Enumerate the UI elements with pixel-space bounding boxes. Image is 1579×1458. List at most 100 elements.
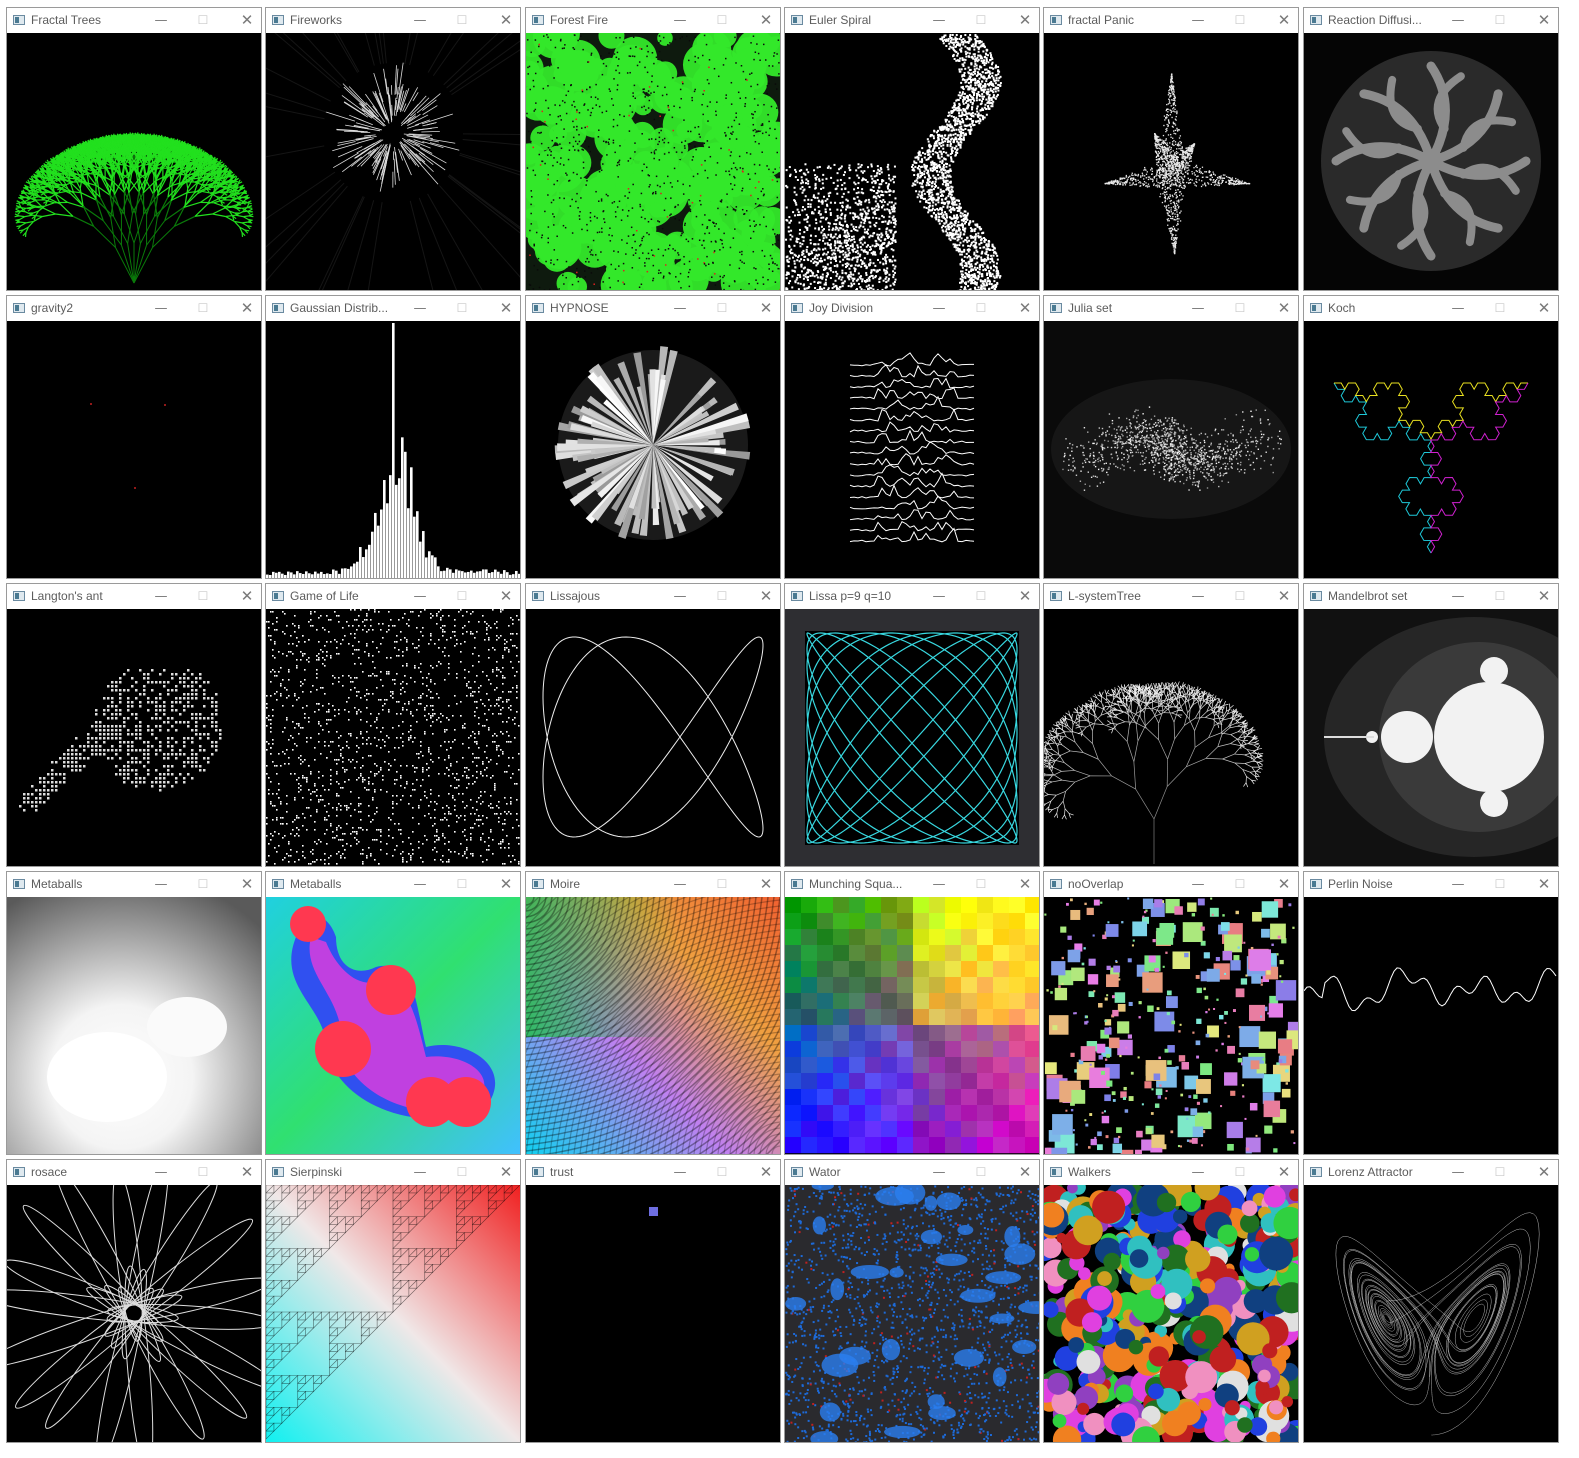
window-titlebar[interactable]: rosace — ☐ ✕ — [7, 1160, 261, 1185]
minimize-icon[interactable]: — — [413, 13, 427, 28]
app-window[interactable]: Julia set — ☐ ✕ — [1043, 295, 1299, 579]
minimize-icon[interactable]: — — [1191, 589, 1205, 604]
window-titlebar[interactable]: Metaballs — ☐ ✕ — [7, 872, 261, 897]
maximize-icon[interactable]: ☐ — [197, 877, 209, 891]
close-icon[interactable]: ✕ — [759, 11, 773, 29]
window-titlebar[interactable]: gravity2 — ☐ ✕ — [7, 296, 261, 321]
app-window-icon[interactable] — [1310, 1167, 1322, 1177]
maximize-icon[interactable]: ☐ — [456, 301, 468, 315]
window-titlebar[interactable]: Euler Spiral — ☐ ✕ — [785, 8, 1039, 33]
app-window[interactable]: Walkers — ☐ ✕ — [1043, 1159, 1299, 1443]
app-window-icon[interactable] — [1310, 303, 1322, 313]
app-window-icon[interactable] — [272, 15, 284, 25]
close-icon[interactable]: ✕ — [1018, 299, 1032, 317]
maximize-icon[interactable]: ☐ — [975, 301, 987, 315]
app-window-icon[interactable] — [272, 303, 284, 313]
close-icon[interactable]: ✕ — [240, 299, 254, 317]
close-icon[interactable]: ✕ — [499, 299, 513, 317]
app-window[interactable]: gravity2 — ☐ ✕ — [6, 295, 262, 579]
app-window-icon[interactable] — [532, 591, 544, 601]
minimize-icon[interactable]: — — [932, 1165, 946, 1180]
window-titlebar[interactable]: Lissajous — ☐ ✕ — [526, 584, 780, 609]
maximize-icon[interactable]: ☐ — [1494, 877, 1506, 891]
app-window-icon[interactable] — [1050, 879, 1062, 889]
window-titlebar[interactable]: Moire — ☐ ✕ — [526, 872, 780, 897]
window-titlebar[interactable]: Walkers — ☐ ✕ — [1044, 1160, 1298, 1185]
window-titlebar[interactable]: Langton's ant — ☐ ✕ — [7, 584, 261, 609]
window-titlebar[interactable]: Sierpinski — ☐ ✕ — [266, 1160, 520, 1185]
maximize-icon[interactable]: ☐ — [456, 1165, 468, 1179]
app-window-icon[interactable] — [1050, 15, 1062, 25]
close-icon[interactable]: ✕ — [240, 11, 254, 29]
close-icon[interactable]: ✕ — [1018, 587, 1032, 605]
app-window[interactable]: Euler Spiral — ☐ ✕ — [784, 7, 1040, 291]
app-window[interactable]: noOverlap — ☐ ✕ — [1043, 871, 1299, 1155]
window-titlebar[interactable]: Wator — ☐ ✕ — [785, 1160, 1039, 1185]
app-window-icon[interactable] — [272, 879, 284, 889]
app-window[interactable]: Gaussian Distrib... — ☐ ✕ — [265, 295, 521, 579]
app-window-icon[interactable] — [13, 15, 25, 25]
app-window-icon[interactable] — [1050, 591, 1062, 601]
maximize-icon[interactable]: ☐ — [716, 13, 728, 27]
window-titlebar[interactable]: Gaussian Distrib... — ☐ ✕ — [266, 296, 520, 321]
window-titlebar[interactable]: Koch — ☐ ✕ — [1304, 296, 1558, 321]
close-icon[interactable]: ✕ — [1018, 1163, 1032, 1181]
maximize-icon[interactable]: ☐ — [197, 301, 209, 315]
maximize-icon[interactable]: ☐ — [197, 589, 209, 603]
app-window[interactable]: Langton's ant — ☐ ✕ — [6, 583, 262, 867]
app-window[interactable]: Wator — ☐ ✕ — [784, 1159, 1040, 1443]
app-window-icon[interactable] — [1050, 303, 1062, 313]
app-window-icon[interactable] — [532, 15, 544, 25]
maximize-icon[interactable]: ☐ — [716, 1165, 728, 1179]
maximize-icon[interactable]: ☐ — [197, 1165, 209, 1179]
close-icon[interactable]: ✕ — [1537, 299, 1551, 317]
app-window[interactable]: Lorenz Attractor — ☐ ✕ — [1303, 1159, 1559, 1443]
maximize-icon[interactable]: ☐ — [1234, 877, 1246, 891]
window-titlebar[interactable]: Joy Division — ☐ ✕ — [785, 296, 1039, 321]
app-window[interactable]: Reaction Diffusi... — ☐ ✕ — [1303, 7, 1559, 291]
window-titlebar[interactable]: Forest Fire — ☐ ✕ — [526, 8, 780, 33]
maximize-icon[interactable]: ☐ — [716, 589, 728, 603]
minimize-icon[interactable]: — — [413, 1165, 427, 1180]
maximize-icon[interactable]: ☐ — [456, 589, 468, 603]
app-window-icon[interactable] — [791, 591, 803, 601]
window-titlebar[interactable]: trust — ☐ ✕ — [526, 1160, 780, 1185]
close-icon[interactable]: ✕ — [1277, 875, 1291, 893]
maximize-icon[interactable]: ☐ — [716, 877, 728, 891]
minimize-icon[interactable]: — — [673, 877, 687, 892]
maximize-icon[interactable]: ☐ — [975, 1165, 987, 1179]
minimize-icon[interactable]: — — [413, 589, 427, 604]
app-window[interactable]: Metaballs — ☐ ✕ — [265, 871, 521, 1155]
close-icon[interactable]: ✕ — [759, 875, 773, 893]
app-window-icon[interactable] — [13, 303, 25, 313]
minimize-icon[interactable]: — — [154, 1165, 168, 1180]
app-window-icon[interactable] — [1310, 15, 1322, 25]
close-icon[interactable]: ✕ — [759, 299, 773, 317]
minimize-icon[interactable]: — — [154, 301, 168, 316]
app-window-icon[interactable] — [272, 591, 284, 601]
minimize-icon[interactable]: — — [1451, 13, 1465, 28]
maximize-icon[interactable]: ☐ — [716, 301, 728, 315]
app-window[interactable]: Munching Squa... — ☐ ✕ — [784, 871, 1040, 1155]
app-window-icon[interactable] — [791, 1167, 803, 1177]
app-window[interactable]: Joy Division — ☐ ✕ — [784, 295, 1040, 579]
window-titlebar[interactable]: Fractal Trees — ☐ ✕ — [7, 8, 261, 33]
maximize-icon[interactable]: ☐ — [1234, 1165, 1246, 1179]
window-titlebar[interactable]: HYPNOSE — ☐ ✕ — [526, 296, 780, 321]
close-icon[interactable]: ✕ — [499, 1163, 513, 1181]
app-window[interactable]: Koch — ☐ ✕ — [1303, 295, 1559, 579]
minimize-icon[interactable]: — — [1451, 1165, 1465, 1180]
close-icon[interactable]: ✕ — [1537, 875, 1551, 893]
close-icon[interactable]: ✕ — [1018, 11, 1032, 29]
app-window[interactable]: trust — ☐ ✕ — [525, 1159, 781, 1443]
close-icon[interactable]: ✕ — [1537, 11, 1551, 29]
close-icon[interactable]: ✕ — [499, 11, 513, 29]
maximize-icon[interactable]: ☐ — [1234, 589, 1246, 603]
minimize-icon[interactable]: — — [1191, 301, 1205, 316]
window-titlebar[interactable]: Perlin Noise — ☐ ✕ — [1304, 872, 1558, 897]
minimize-icon[interactable]: — — [1191, 13, 1205, 28]
close-icon[interactable]: ✕ — [1277, 11, 1291, 29]
app-window-icon[interactable] — [13, 591, 25, 601]
app-window[interactable]: Fractal Trees — ☐ ✕ — [6, 7, 262, 291]
maximize-icon[interactable]: ☐ — [456, 877, 468, 891]
